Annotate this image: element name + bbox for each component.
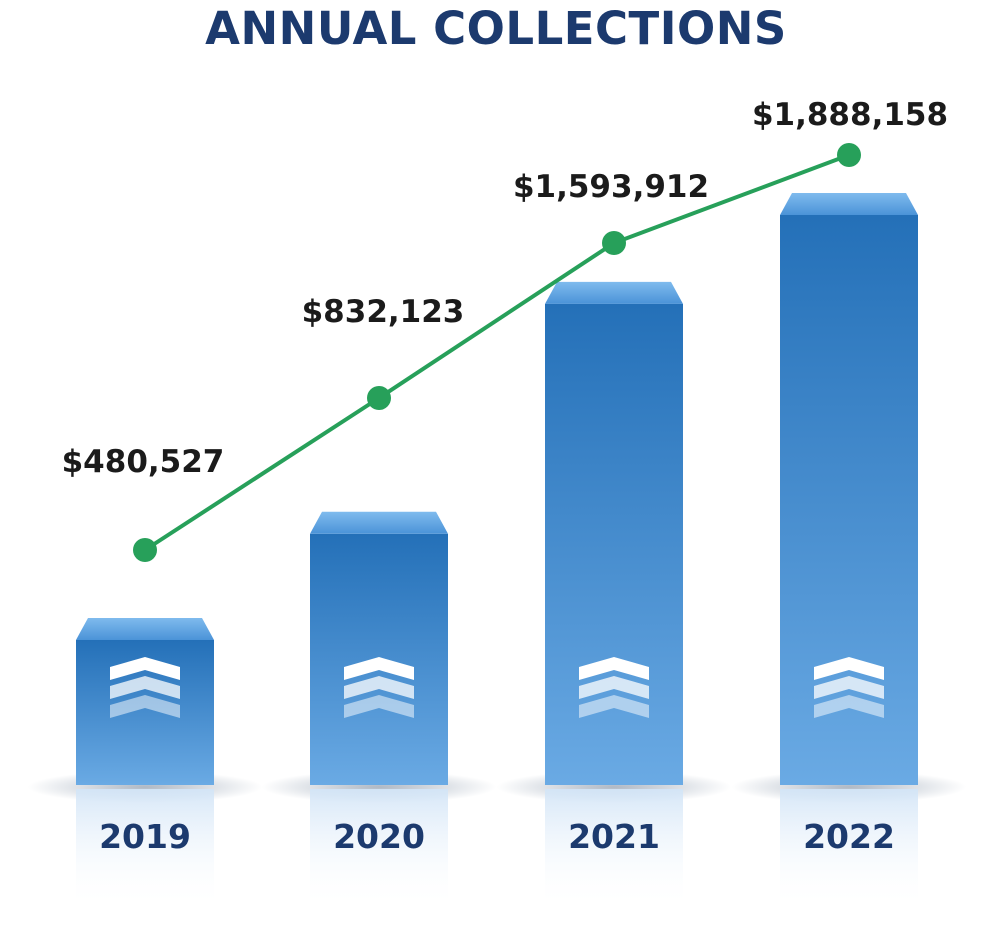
- bar-cap: [545, 281, 683, 304]
- trend-line-group: [133, 143, 861, 562]
- chevron-up-icon: [814, 695, 884, 718]
- triple-chevron-up-icon: [579, 657, 649, 718]
- chevron-up-icon: [344, 676, 414, 699]
- category-label: 2022: [803, 817, 895, 856]
- chevron-up-icon: [344, 695, 414, 718]
- trend-point: [133, 538, 157, 562]
- bar-reflection: [76, 789, 214, 909]
- triple-chevron-up-icon: [110, 657, 180, 718]
- bar-cap: [780, 193, 918, 215]
- category-labels-group: 2019 2020 2021 2022: [99, 817, 895, 856]
- value-label: $1,593,912: [513, 169, 709, 205]
- triple-chevron-up-icon: [344, 657, 414, 718]
- chevron-up-icon: [579, 657, 649, 680]
- trend-point: [367, 386, 391, 410]
- bar-reflection: [545, 789, 683, 909]
- chart-title: ANNUAL COLLECTIONS: [205, 2, 787, 55]
- value-label: $480,527: [62, 444, 225, 480]
- chevron-up-icon: [344, 657, 414, 680]
- value-label: $1,888,158: [752, 97, 948, 133]
- value-label: $832,123: [302, 294, 465, 330]
- bar-reflection: [780, 789, 918, 909]
- bar-reflections: [76, 789, 918, 909]
- chevron-up-icon: [814, 676, 884, 699]
- trend-point: [837, 143, 861, 167]
- triple-chevron-up-icon: [814, 657, 884, 718]
- trend-line: [143, 153, 850, 552]
- chevron-up-icon: [579, 695, 649, 718]
- bar-reflection: [310, 789, 448, 909]
- bars-group: [76, 193, 918, 785]
- chevron-up-icon: [579, 676, 649, 699]
- category-label: 2021: [568, 817, 660, 856]
- bar-cap: [76, 617, 214, 640]
- chevron-up-icon: [814, 657, 884, 680]
- trend-point: [602, 231, 626, 255]
- chevron-up-icon: [110, 657, 180, 680]
- chevron-up-icon: [110, 695, 180, 718]
- category-label: 2019: [99, 817, 191, 856]
- bar: [545, 303, 683, 785]
- bar-cap: [310, 511, 448, 534]
- category-label: 2020: [333, 817, 425, 856]
- value-labels-group: $480,527 $832,123 $1,593,912 $1,888,158: [62, 97, 948, 480]
- bar: [780, 215, 918, 785]
- chevron-up-icon: [110, 676, 180, 699]
